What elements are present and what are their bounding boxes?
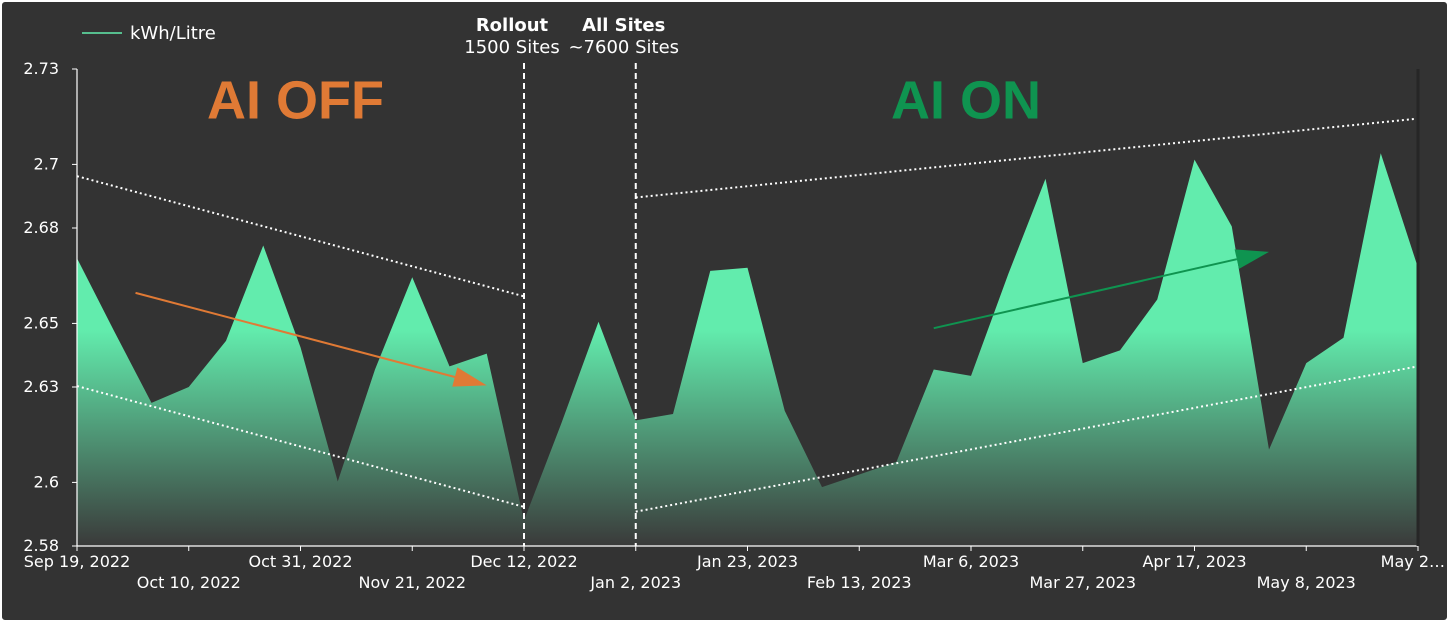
x-tick-label: Oct 10, 2022 <box>137 573 241 592</box>
x-tick-label: May 8, 2023 <box>1257 573 1356 592</box>
milestone-title: Rollout <box>476 15 549 36</box>
y-tick-label: 2.65 <box>23 313 59 332</box>
y-tick-label: 2.73 <box>23 59 59 78</box>
y-tick-label: 2.63 <box>23 377 59 396</box>
phase-label: AI ON <box>891 70 1041 130</box>
x-tick-label: Oct 31, 2022 <box>249 552 353 571</box>
x-tick-label: Nov 21, 2022 <box>358 573 466 592</box>
x-tick-label: Mar 27, 2023 <box>1029 573 1136 592</box>
trend-arrow-head <box>452 367 487 387</box>
y-tick-label: 2.7 <box>34 154 59 173</box>
phase-label: AI OFF <box>207 70 384 130</box>
x-tick-label: Dec 12, 2022 <box>470 552 577 571</box>
x-tick-label: Sep 19, 2022 <box>24 552 131 571</box>
trend-line <box>76 175 525 298</box>
x-tick-label: Jan 2, 2023 <box>589 573 681 592</box>
x-tick-label: Mar 6, 2023 <box>923 552 1019 571</box>
trend-arrow-head <box>1234 249 1269 269</box>
x-tick-label: May 2… <box>1381 552 1445 571</box>
trend-arrow-line <box>933 258 1238 330</box>
x-tick-label: Apr 17, 2023 <box>1142 552 1246 571</box>
trend-line <box>635 117 1419 199</box>
series-area-kwh-per-litre <box>77 153 1418 546</box>
y-tick-label: 2.58 <box>23 536 59 555</box>
trend-arrow-line <box>135 291 456 378</box>
y-tick-label: 2.6 <box>34 472 59 491</box>
milestone-title: All Sites <box>582 15 665 36</box>
x-tick-label: Jan 23, 2023 <box>696 552 798 571</box>
y-tick-label: 2.68 <box>23 218 59 237</box>
legend-label: kWh/Litre <box>130 23 216 44</box>
x-tick-label: Feb 13, 2023 <box>807 573 912 592</box>
milestone-subtitle: ~7600 Sites <box>568 37 679 58</box>
trend-line <box>76 385 525 508</box>
milestone-subtitle: 1500 Sites <box>464 37 559 58</box>
